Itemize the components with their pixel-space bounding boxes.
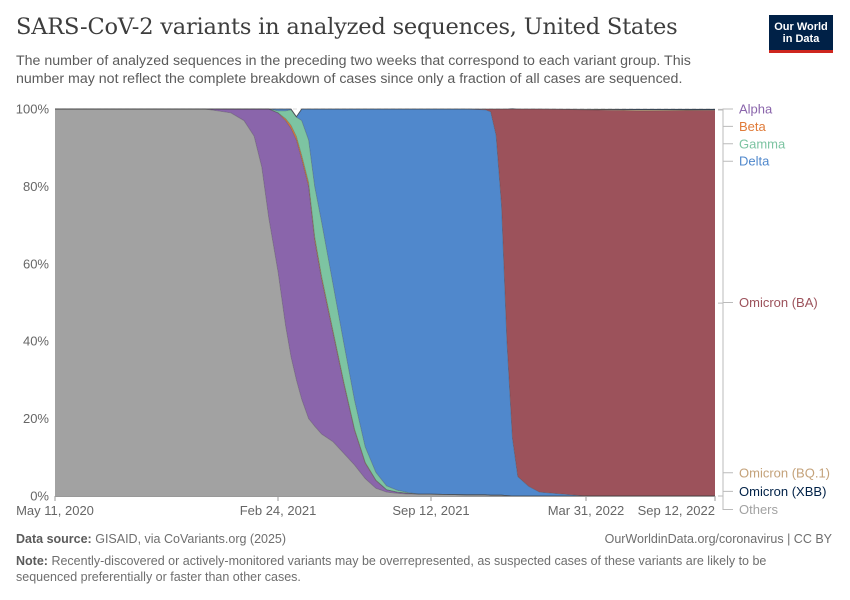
boundary-omicron-bq-1 xyxy=(55,108,715,118)
legend-item-omicron-ba: Omicron (BA) xyxy=(718,295,818,310)
y-tick-label: 40% xyxy=(23,334,49,349)
series-boundaries xyxy=(55,108,716,497)
area-omicron-xbb xyxy=(55,108,715,117)
x-axis: May 11, 2020 Feb 24, 2021 Sep 12, 2021 Mar … xyxy=(16,496,716,518)
legend-connector xyxy=(718,109,733,474)
legend-label: Omicron (BQ.1) xyxy=(739,465,830,480)
legend-connector xyxy=(718,143,733,497)
footnote-label: Note: xyxy=(16,554,48,568)
legend-item-delta: Delta xyxy=(718,154,770,497)
area-omicron-ba xyxy=(55,109,715,496)
boundary-omicron-ba xyxy=(55,108,716,118)
x-tick-label: Mar 31, 2022 xyxy=(548,503,625,518)
area-series xyxy=(55,108,715,496)
legend-label: Alpha xyxy=(739,102,773,117)
legend-item-gamma: Gamma xyxy=(718,136,786,497)
legend-connector xyxy=(718,160,733,497)
boundary-alpha xyxy=(55,108,715,497)
legend-item-omicron-xbb: Omicron (XBB) xyxy=(718,108,826,499)
boundary-omicron-xbb xyxy=(55,108,715,118)
y-tick-label: 80% xyxy=(23,179,49,194)
legend-label: Omicron (XBB) xyxy=(739,484,826,499)
legend-item-others: Others xyxy=(718,495,779,517)
boundary-delta xyxy=(55,108,715,497)
legend-label: Others xyxy=(739,502,779,517)
boundary-others xyxy=(55,108,715,497)
boundary-gamma xyxy=(55,108,715,497)
legend-connector xyxy=(718,125,733,497)
legend-connector xyxy=(718,302,733,304)
y-axis: 0% 20% 40% 60% 80% 100% xyxy=(16,102,50,504)
legend-label: Beta xyxy=(739,119,767,134)
y-tick-label: 20% xyxy=(23,411,49,426)
chart-title: SARS-CoV-2 variants in analyzed sequence… xyxy=(16,14,678,40)
legend-connector xyxy=(718,495,733,510)
data-source-label: Data source: xyxy=(16,532,92,546)
area-delta xyxy=(55,109,715,496)
legend: Alpha Beta Gamma Delta Omicron (BA) Omicron (… xyxy=(718,102,830,517)
legend-label: Delta xyxy=(739,154,770,169)
x-tick-label: Sep 12, 2022 xyxy=(638,503,715,518)
x-tick-label: Sep 12, 2021 xyxy=(392,503,469,518)
logo-line-2: in Data xyxy=(782,33,820,45)
y-tick-label: 100% xyxy=(16,102,50,117)
legend-label: Gamma xyxy=(739,136,786,151)
logo-line-1: Our World xyxy=(774,21,828,33)
x-tick-label: Feb 24, 2021 xyxy=(240,503,317,518)
data-source-text: GISAID, via CoVariants.org (2025) xyxy=(95,532,287,546)
chart-subtitle: The number of analyzed sequences in the … xyxy=(16,53,691,87)
boundary-beta xyxy=(55,108,715,497)
y-tick-label: 0% xyxy=(30,489,49,504)
y-tick-label: 60% xyxy=(23,256,49,271)
footnote-text: Recently-discovered or actively-monitore… xyxy=(16,554,767,584)
data-source: Data source: GISAID, via CoVariants.org … xyxy=(16,532,286,546)
x-tick-label: May 11, 2020 xyxy=(16,503,94,518)
area-others xyxy=(55,109,715,496)
owid-logo[interactable]: Our World in Data xyxy=(769,15,833,53)
credit-link[interactable]: OurWorldinData.org/coronavirus | CC BY xyxy=(604,532,832,546)
legend-label: Omicron (BA) xyxy=(739,295,818,310)
footnote: Note: Recently-discovered or actively-mo… xyxy=(16,553,796,585)
legend-connector xyxy=(718,108,733,492)
